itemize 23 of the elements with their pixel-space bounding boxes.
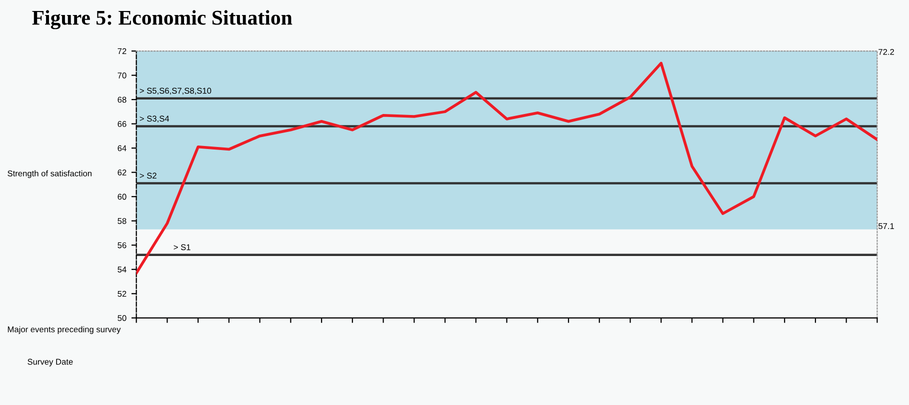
y-tick-label: 62 <box>118 170 126 176</box>
ref-line-label: > S3,S4 <box>140 116 170 123</box>
line-series <box>136 62 878 274</box>
text: 57.1 <box>878 223 894 230</box>
y-axis-title: Strength of satisfaction <box>8 170 92 178</box>
y-tick-label: 56 <box>118 242 126 248</box>
y-tick-label: 60 <box>118 194 126 200</box>
text: Survey Date <box>28 358 73 366</box>
chart-title: Figure 5: Economic Situation <box>32 10 292 30</box>
y-tick-label: 66 <box>118 121 126 127</box>
y-tick-label: 72 <box>118 48 126 54</box>
y-tick-label: 68 <box>118 96 126 103</box>
ref-line-label: > S2 <box>140 172 156 179</box>
y-tick-label: 54 <box>118 266 126 272</box>
y-tick-label: 64 <box>118 145 126 152</box>
y-tick-label: 70 <box>118 72 126 78</box>
ref-line-label: > S5,S6,S7,S8,S10 <box>140 88 212 95</box>
ref-line-label: > S1 <box>174 244 190 250</box>
y-tick-label: 58 <box>118 218 126 224</box>
y-tick-label: 50 <box>118 315 126 322</box>
text: 72.2 <box>878 48 894 55</box>
text: Major events preceding survey <box>8 326 121 334</box>
y-tick-label: 52 <box>118 290 126 297</box>
